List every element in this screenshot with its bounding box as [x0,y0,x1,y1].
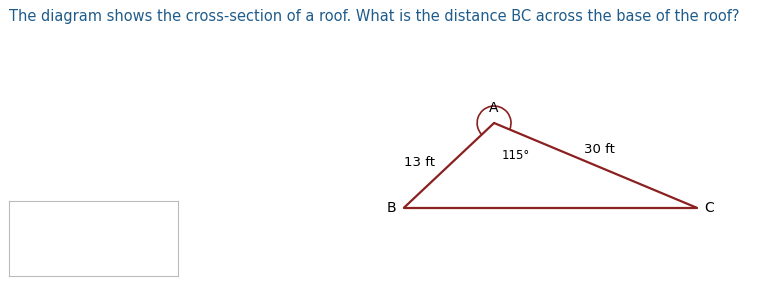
Text: 13 ft: 13 ft [404,156,435,169]
Text: The diagram shows the cross-section of a roof. What is the distance BC across th: The diagram shows the cross-section of a… [9,9,740,24]
Text: B: B [387,201,396,215]
Text: 115°: 115° [502,149,530,162]
Text: 30 ft: 30 ft [584,143,615,156]
Text: A: A [489,101,499,115]
Text: C: C [704,201,714,215]
